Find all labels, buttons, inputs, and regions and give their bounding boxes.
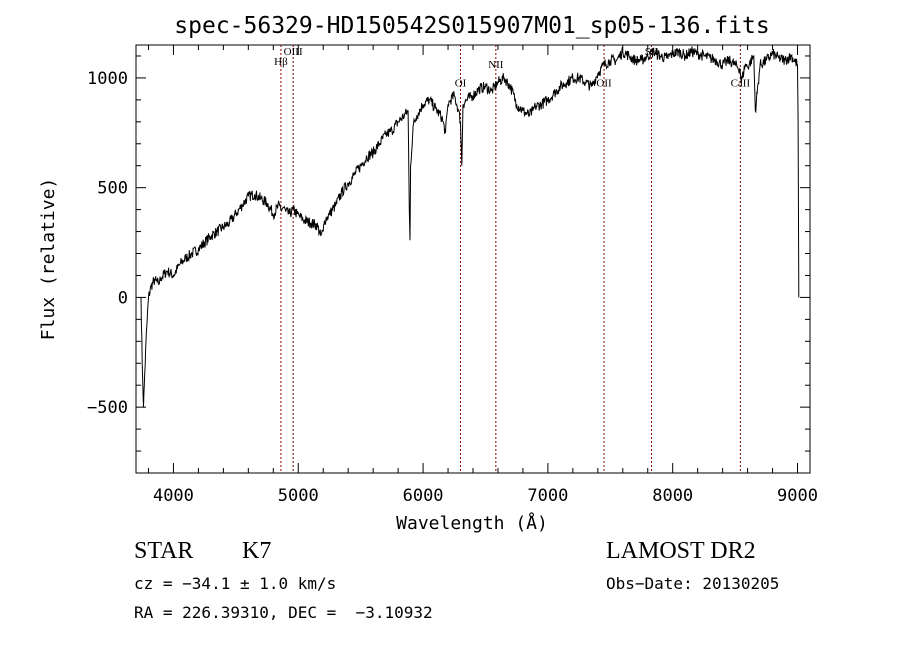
coordinates: RA = 226.39310, DEC = −3.10932 (134, 603, 433, 622)
x-tick-label: 9000 (777, 486, 818, 506)
plot-frame (135, 44, 811, 474)
y-axis-label: Flux (relative) (38, 178, 59, 341)
subclass: K7 (242, 538, 272, 564)
x-tick-label: 5000 (278, 486, 319, 506)
survey-name: LAMOST DR2 (606, 538, 756, 564)
chart-title: spec-56329-HD150542S015907M01_sp05-136.f… (174, 13, 769, 39)
y-tick-label: −500 (87, 398, 128, 418)
line-marker-label: Hβ (274, 56, 288, 68)
x-axis-label: Wavelength (Å) (396, 512, 548, 534)
line-marker-label: OI (455, 78, 467, 90)
x-tick-label: 4000 (153, 486, 194, 506)
obs-date: Obs−Date: 20130205 (606, 574, 780, 593)
y-tick-label: 0 (118, 288, 128, 308)
x-tick-label: 7000 (527, 486, 568, 506)
line-marker-label: OIII (284, 46, 303, 58)
spectrum-line (140, 46, 800, 408)
object-type: STAR (134, 538, 194, 564)
y-tick-label: 1000 (87, 69, 128, 89)
line-marker-label: CaII (731, 78, 751, 90)
y-axis: −500 0 500 1000 (87, 55, 810, 452)
x-tick-label: 6000 (403, 486, 444, 506)
y-tick-label: 500 (97, 179, 128, 199)
line-marker-label: OII (596, 78, 612, 90)
cz-value: cz = −34.1 ± 1.0 km/s (134, 574, 337, 593)
x-tick-label: 8000 (652, 486, 693, 506)
line-marker-label: NII (488, 59, 504, 71)
x-axis: 4000 5000 6000 7000 8000 9000 (147, 45, 818, 506)
